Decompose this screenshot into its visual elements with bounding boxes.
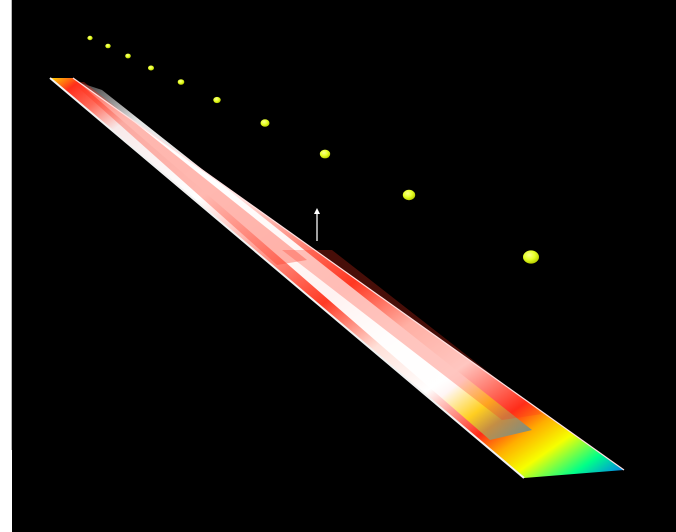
strip-white-core xyxy=(78,82,532,440)
sphere-marker-icon xyxy=(402,189,416,201)
sphere-marker-icon xyxy=(319,149,331,159)
render-scene xyxy=(49,35,625,479)
sphere-marker-icon xyxy=(125,53,131,59)
sphere-marker-icon xyxy=(523,250,539,264)
marker-series xyxy=(87,35,539,264)
strip-red-band-right xyxy=(282,250,542,420)
left-window-border xyxy=(0,0,12,450)
3d-render-viewport[interactable] xyxy=(12,0,676,532)
sphere-marker-icon xyxy=(177,79,185,85)
colored-strip xyxy=(49,77,625,479)
sphere-marker-icon xyxy=(105,43,111,49)
sphere-marker-icon xyxy=(260,119,270,127)
strip-edge-left xyxy=(49,77,525,479)
vector-arrow-icon xyxy=(314,208,320,241)
sphere-marker-icon xyxy=(148,65,154,71)
strip-edge-right xyxy=(72,77,625,471)
strip-red-band-left xyxy=(72,82,307,265)
sphere-marker-icon xyxy=(87,35,93,41)
up-arrow-icon xyxy=(314,208,320,214)
sphere-marker-icon xyxy=(213,96,221,104)
